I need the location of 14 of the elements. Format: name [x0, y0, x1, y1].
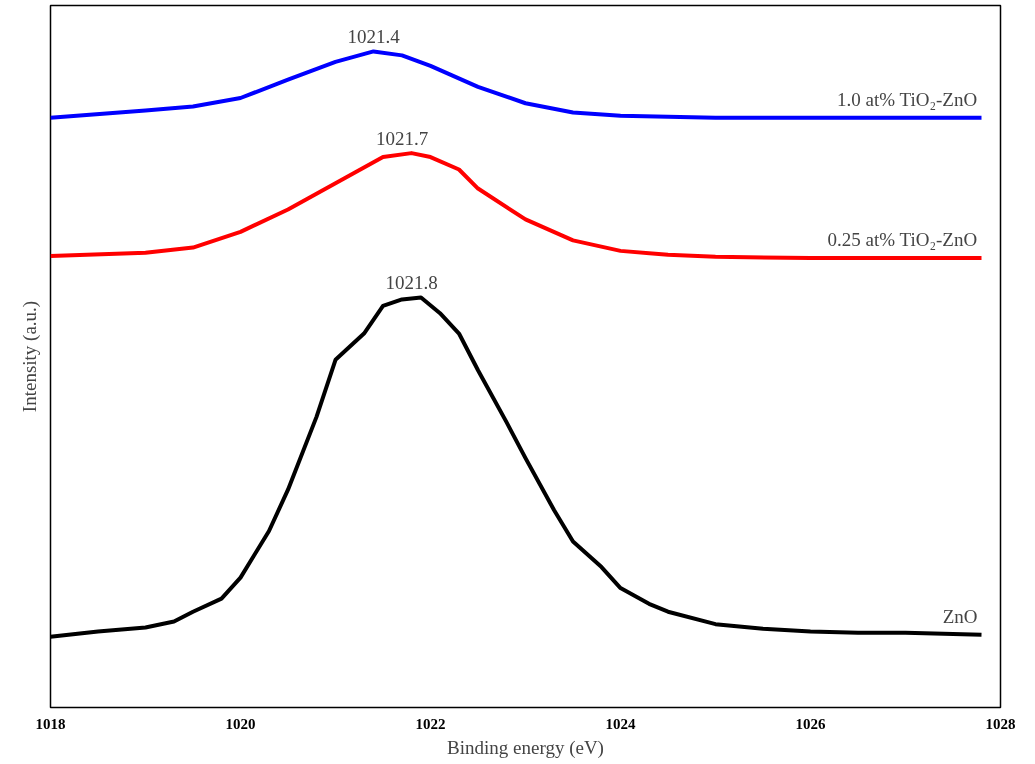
- series-label: 0.25 at% TiO₂-ZnO: [827, 229, 978, 251]
- y-axis-title: Intensity (a.u.): [18, 300, 41, 413]
- series-label: ZnO: [942, 605, 978, 627]
- series-label: 1.0 at% TiO₂-ZnO: [836, 88, 978, 110]
- annotation: 1021.4: [347, 26, 401, 48]
- x-tick-label: 1024: [605, 715, 636, 732]
- x-tick-label: 1028: [985, 715, 1016, 732]
- x-axis-title: Binding energy (eV): [447, 736, 604, 759]
- annotation: 1021.8: [385, 272, 438, 294]
- x-tick-label: 1020: [225, 715, 256, 732]
- annotation: 1021.7: [375, 128, 429, 150]
- x-tick-label: 1018: [35, 715, 66, 732]
- x-tick-label: 1026: [795, 715, 826, 732]
- x-tick-label: 1022: [415, 715, 446, 732]
